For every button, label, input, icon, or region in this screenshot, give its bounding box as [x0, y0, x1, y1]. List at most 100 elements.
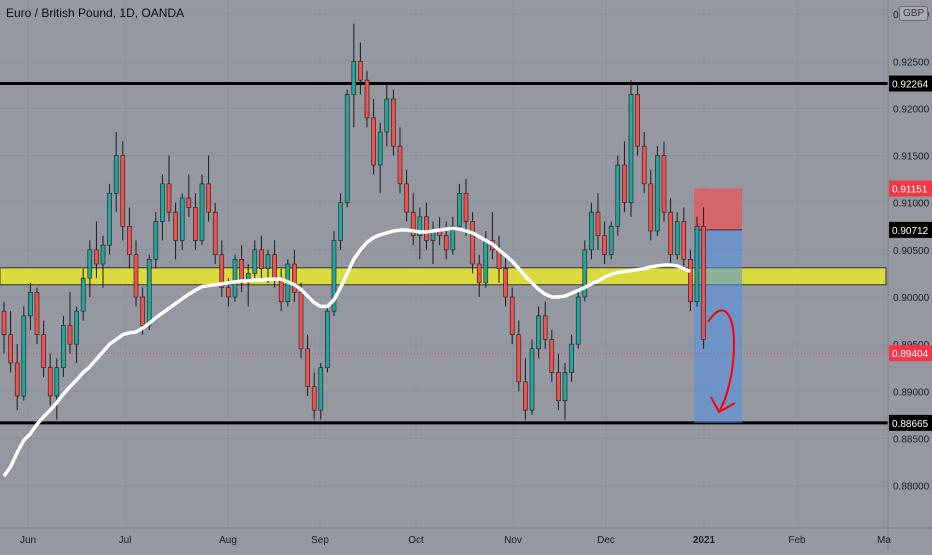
candle-body	[331, 240, 337, 312]
y-tick-label: 0.88000	[893, 482, 930, 493]
candle-body	[160, 183, 165, 222]
candle-body	[602, 235, 607, 255]
candle-body	[483, 240, 489, 284]
candle-body	[503, 268, 508, 298]
candle-body	[608, 225, 614, 255]
candle-body	[1, 310, 7, 336]
candle-body	[417, 216, 423, 237]
candle-body	[516, 334, 522, 383]
candle-body	[694, 225, 700, 303]
candle-body	[529, 348, 535, 411]
candle-body	[443, 235, 449, 251]
x-tick-label: Jun	[20, 535, 36, 546]
candle-body	[41, 334, 46, 369]
candle-body	[153, 221, 159, 260]
chart-title: Euro / British Pound, 1D, OANDA	[6, 6, 185, 20]
candle-body	[628, 93, 634, 204]
candle-body	[28, 291, 33, 317]
candle-body	[404, 183, 409, 213]
price-label-bg	[889, 221, 932, 238]
candle-body	[54, 367, 60, 397]
price-label-bg	[889, 345, 932, 362]
candle-body	[661, 155, 667, 213]
price-label-line: 0.92264	[892, 80, 929, 91]
candle-body	[648, 183, 654, 232]
price-label-line-bg	[889, 75, 932, 92]
candle-body	[595, 211, 601, 237]
candle-body	[536, 315, 541, 350]
candle-body	[615, 164, 621, 227]
candle-body	[701, 225, 706, 340]
currency-badge[interactable]: GBP	[899, 6, 929, 21]
candle-body	[311, 386, 317, 411]
candle-body	[305, 348, 310, 387]
candle-body	[212, 211, 218, 255]
candle-body	[94, 249, 99, 265]
y-tick-label: 0.92000	[893, 104, 930, 115]
candle-body	[239, 258, 244, 284]
candle-body	[476, 263, 482, 284]
candle-body	[635, 93, 640, 147]
supply-demand-zone	[0, 267, 887, 286]
candle-body	[589, 211, 594, 251]
candle-body	[562, 372, 568, 402]
candle-body	[74, 310, 79, 345]
candle-body	[193, 207, 198, 241]
candle-body	[199, 183, 205, 241]
candle-body	[338, 202, 343, 241]
x-tick-label: Jul	[119, 535, 132, 546]
candle-body	[470, 221, 475, 265]
moving-average-line	[2, 226, 692, 478]
candle-body	[14, 362, 20, 397]
candle-body	[298, 291, 304, 350]
candle-body	[186, 197, 192, 208]
candle-body	[318, 367, 324, 411]
candle-body	[87, 249, 93, 279]
candle-body	[377, 131, 383, 166]
candle-body	[232, 258, 238, 298]
candle-body	[100, 244, 106, 265]
candle-body	[80, 277, 86, 312]
x-tick-label: Dec	[597, 535, 615, 546]
candle-body	[265, 254, 271, 270]
candle-body	[179, 197, 185, 241]
candle-body	[364, 79, 370, 119]
x-tick-label: Oct	[408, 535, 424, 546]
candle-body	[127, 225, 132, 255]
candle-body	[113, 155, 119, 194]
candle-body	[47, 367, 53, 397]
candle-body	[325, 310, 330, 369]
candle-body	[622, 164, 627, 204]
y-tick-label: 0.88500	[893, 434, 930, 445]
candle-body	[292, 263, 297, 293]
candle-body	[371, 117, 376, 166]
x-tick-label: Feb	[788, 535, 806, 546]
candle-body	[410, 211, 416, 237]
candle-body	[358, 60, 363, 81]
price-label: 0.91151	[892, 184, 928, 195]
drawn-arrow	[707, 309, 736, 411]
candle-body	[397, 145, 403, 185]
price-label-bg	[889, 180, 932, 197]
drawn-arrow-head	[710, 396, 736, 414]
y-tick-label: 0.92500	[893, 57, 930, 68]
candle-body	[140, 296, 145, 326]
price-label-line: 0.88665	[892, 419, 929, 430]
y-tick-label: 0.90500	[893, 246, 930, 257]
candle-body	[391, 98, 396, 147]
candle-body	[21, 315, 27, 397]
candle-body	[668, 211, 673, 255]
candle-body	[206, 183, 211, 213]
y-tick-label: 0.90000	[893, 293, 930, 304]
candle-body	[688, 258, 693, 303]
y-tick-label: 0.91500	[893, 152, 930, 163]
x-tick-label: Aug	[219, 535, 237, 546]
candle-body	[272, 254, 277, 279]
x-tick-label: Nov	[504, 535, 522, 546]
candle-body	[8, 334, 13, 364]
x-tick-label: 2021	[693, 535, 716, 546]
x-tick-label: Ma	[877, 535, 891, 546]
candle-body	[146, 258, 152, 326]
